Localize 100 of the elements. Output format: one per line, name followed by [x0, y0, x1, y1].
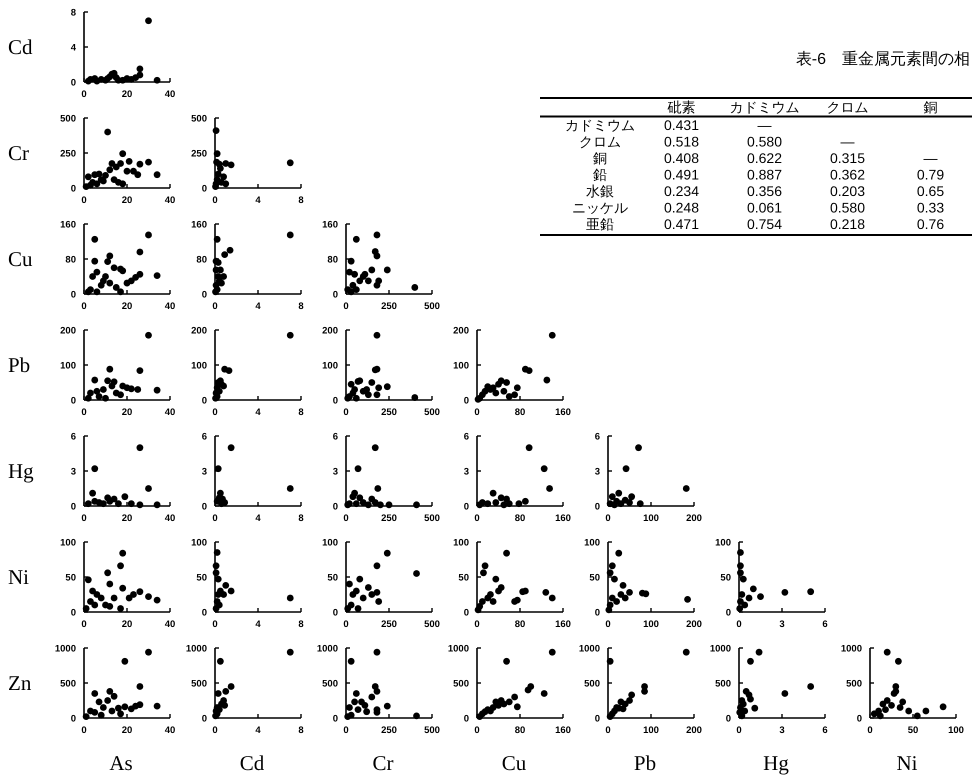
- point: [212, 562, 220, 570]
- point: [511, 391, 518, 398]
- point: [362, 702, 368, 709]
- point: [145, 158, 152, 166]
- point: [484, 594, 492, 602]
- x-tick-label: 0: [343, 725, 349, 736]
- point: [132, 74, 139, 82]
- x-tick-label: 40: [164, 195, 176, 206]
- x-tick-label: 250: [381, 301, 397, 312]
- x-tick-label: 6: [822, 619, 828, 630]
- point: [362, 270, 368, 278]
- y-tick-label: 3: [594, 466, 600, 478]
- point: [737, 569, 744, 576]
- y-tick-label: 0: [202, 714, 207, 724]
- point: [374, 648, 380, 656]
- point: [222, 160, 230, 167]
- point: [746, 594, 752, 602]
- point: [940, 703, 946, 710]
- x-tick-label: 4: [255, 195, 262, 206]
- point: [220, 173, 227, 180]
- x-axis-title: Ni: [896, 751, 918, 775]
- point: [91, 602, 98, 608]
- point: [134, 171, 142, 178]
- point: [98, 594, 105, 602]
- y-tick-label: 500: [322, 678, 338, 690]
- y-tick-label: 0: [594, 714, 600, 724]
- point: [492, 576, 500, 582]
- data-label: 0.234: [664, 183, 700, 199]
- x-tick-label: 20: [122, 725, 132, 736]
- point: [349, 390, 356, 396]
- y-tick-label: 1000: [316, 644, 338, 654]
- x-tick-label: 20: [122, 89, 132, 100]
- point: [622, 465, 630, 472]
- point: [154, 76, 160, 84]
- point: [91, 258, 98, 265]
- x-tick-label: 8: [298, 407, 304, 418]
- point: [540, 690, 548, 697]
- y-axis-title: Pb: [8, 353, 30, 377]
- y-tick-label: 0: [856, 714, 862, 724]
- data-label: 0.356: [746, 183, 782, 199]
- point: [154, 501, 160, 508]
- y-tick-label: 100: [453, 538, 469, 548]
- point: [117, 391, 124, 398]
- point: [384, 550, 391, 557]
- x-tick-label: 250: [381, 407, 397, 418]
- point: [221, 251, 228, 258]
- point: [96, 393, 102, 400]
- x-tick-label: 0: [736, 619, 742, 630]
- point: [606, 658, 614, 665]
- y-tick-label: 0: [202, 290, 207, 300]
- data-label: 0.33: [916, 200, 944, 216]
- point: [104, 697, 112, 704]
- point: [154, 272, 160, 280]
- y-tick-label: 500: [715, 678, 731, 690]
- y-tick-label: 0: [70, 608, 76, 618]
- x-tick-label: 0: [81, 513, 87, 524]
- point: [154, 171, 160, 178]
- point: [214, 236, 221, 243]
- point: [89, 588, 96, 594]
- x-tick-label: 50: [908, 725, 918, 736]
- y-tick-label: 3: [464, 466, 469, 478]
- point: [121, 703, 128, 710]
- y-tick-label: 0: [202, 608, 207, 618]
- point: [611, 576, 618, 582]
- point: [126, 594, 133, 602]
- y-tick-label: 0: [464, 396, 469, 406]
- y-tick-label: 3: [70, 466, 76, 478]
- point: [807, 588, 814, 596]
- point: [352, 394, 360, 402]
- y-tick-label: 1000: [578, 644, 600, 654]
- y-axis-title: Zn: [8, 671, 32, 695]
- point: [154, 596, 160, 604]
- point: [115, 704, 122, 712]
- x-tick-label: 100: [948, 725, 964, 736]
- point: [110, 692, 118, 700]
- point: [386, 501, 392, 508]
- point: [543, 376, 550, 384]
- x-tick-label: 500: [424, 513, 440, 524]
- data-label: 0.754: [746, 216, 782, 232]
- point: [618, 698, 624, 706]
- point: [104, 258, 112, 266]
- point: [526, 367, 533, 374]
- data-label: 0.315: [830, 150, 866, 166]
- point: [286, 648, 294, 656]
- point: [374, 232, 380, 238]
- y-tick-label: 0: [70, 78, 76, 88]
- y-tick-label: クロム: [579, 134, 621, 150]
- point: [411, 284, 418, 291]
- point: [506, 500, 513, 508]
- point: [286, 232, 294, 238]
- point: [124, 280, 130, 286]
- y-tick-label: 1000: [186, 644, 207, 654]
- point: [286, 594, 294, 602]
- y-tick-label: 50: [65, 572, 76, 584]
- point: [682, 485, 690, 492]
- x-tick-label: 0: [212, 407, 218, 418]
- point: [222, 688, 230, 695]
- y-tick-label: 0: [332, 290, 338, 300]
- point: [100, 277, 107, 284]
- point: [136, 444, 144, 452]
